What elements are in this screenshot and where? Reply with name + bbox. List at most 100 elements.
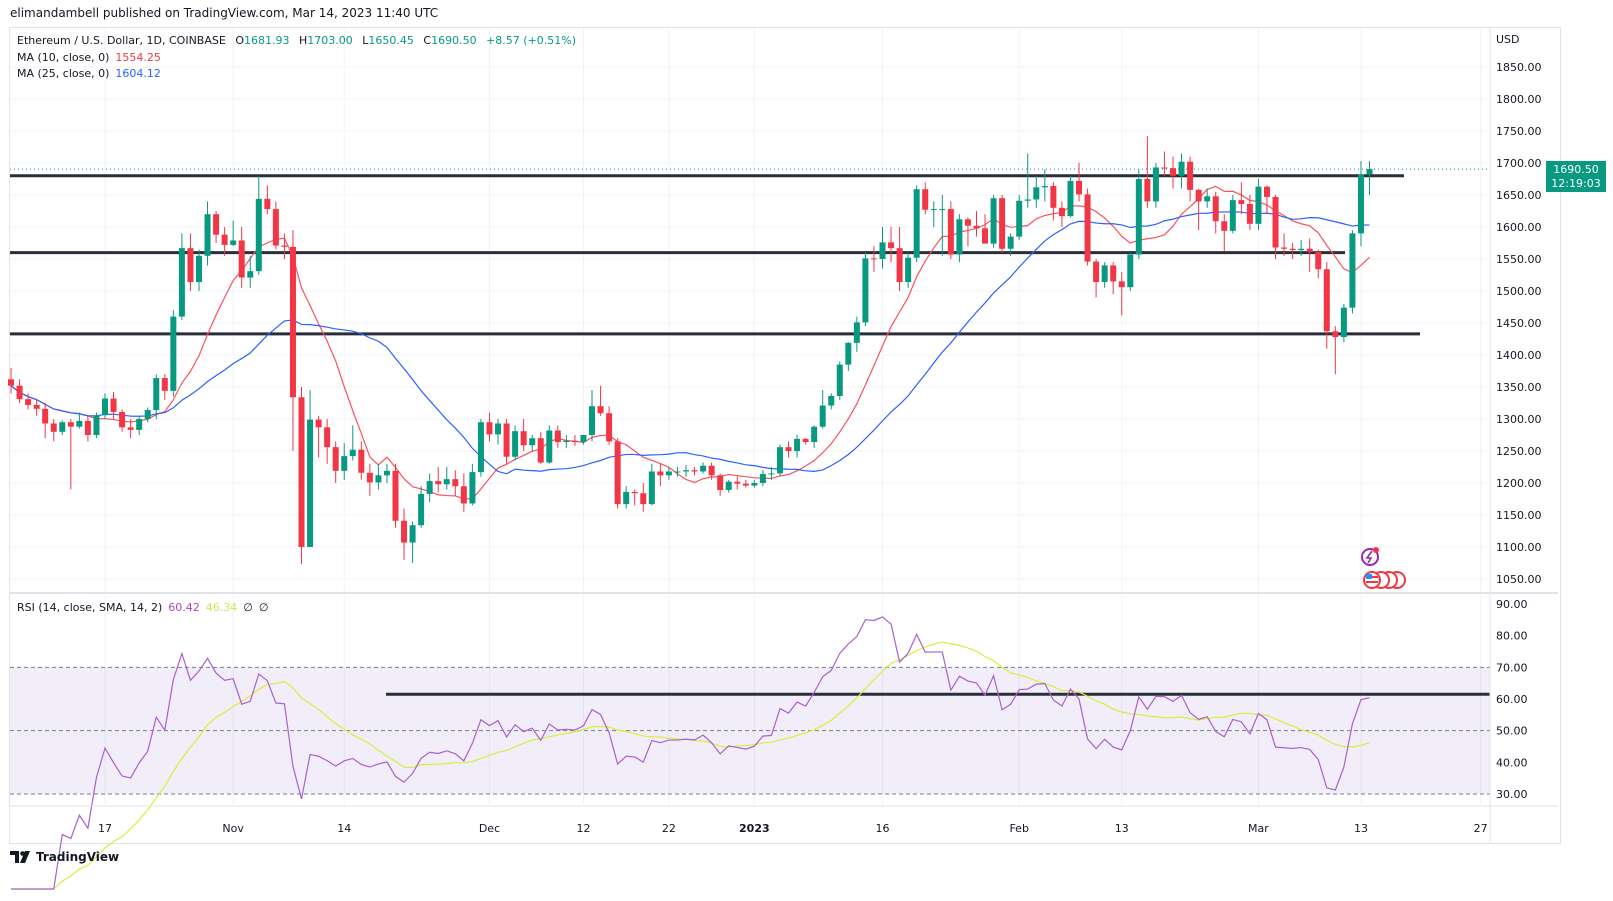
candle[interactable] [751,479,758,488]
candle[interactable] [546,425,553,464]
candle[interactable] [1332,326,1339,375]
candle[interactable] [1152,163,1159,208]
candle[interactable] [1357,161,1364,247]
candle[interactable] [1195,188,1202,231]
candle[interactable] [725,479,732,493]
candle[interactable] [862,252,869,327]
candle[interactable] [366,463,373,496]
candle[interactable] [1161,151,1168,176]
candle[interactable] [144,407,151,423]
candle[interactable] [631,489,638,506]
candle[interactable] [1221,214,1228,252]
candle[interactable] [1024,153,1031,208]
candle[interactable] [16,379,23,403]
candle[interactable] [272,201,279,250]
candle[interactable] [486,412,493,442]
candle[interactable] [84,415,91,442]
ma10-legend[interactable]: MA (10, close, 0) 1554.25 [17,51,167,64]
candle[interactable] [1289,243,1296,259]
candle[interactable] [307,390,314,547]
candle[interactable] [520,419,527,451]
ma25-legend[interactable]: MA (25, close, 0) 1604.12 [17,67,167,80]
candle[interactable] [247,255,254,288]
candle[interactable] [597,385,604,416]
candle[interactable] [682,465,689,477]
candle[interactable] [853,316,860,352]
candle[interactable] [794,435,801,458]
candle[interactable] [213,211,220,243]
candle[interactable] [375,463,382,490]
candle[interactable] [1298,239,1305,256]
candle[interactable] [930,201,937,227]
candle[interactable] [1110,262,1117,295]
candle[interactable] [879,227,886,269]
candle[interactable] [392,463,399,528]
candle[interactable] [1135,169,1142,259]
candle[interactable] [460,473,467,512]
candle[interactable] [1255,179,1262,231]
candle[interactable] [195,249,202,291]
candle[interactable] [503,419,510,464]
candle[interactable] [537,431,544,464]
candle[interactable] [110,392,117,419]
candle[interactable] [170,310,177,397]
candle[interactable] [648,463,655,506]
candle[interactable] [580,435,587,445]
candle[interactable] [828,393,835,410]
candle[interactable] [913,185,920,263]
candle[interactable] [1366,161,1373,195]
candle[interactable] [127,419,134,439]
candle[interactable] [25,393,32,410]
candle[interactable] [964,217,971,247]
candle[interactable] [939,195,946,256]
candle[interactable] [819,390,826,429]
candle[interactable] [1323,262,1330,349]
candle[interactable] [1272,195,1279,259]
candle[interactable] [452,470,459,496]
candle[interactable] [606,406,613,445]
candle[interactable] [1340,303,1347,343]
us-flag-event-icons[interactable] [1363,571,1406,589]
candle[interactable] [1144,136,1151,208]
candle[interactable] [512,425,519,461]
candle[interactable] [238,227,245,288]
candle[interactable] [153,374,160,419]
candle[interactable] [870,246,877,272]
candle[interactable] [332,441,339,483]
candle[interactable] [1238,182,1245,215]
candle[interactable] [1204,188,1211,208]
candle[interactable] [264,185,271,215]
candle[interactable] [700,462,707,474]
candle[interactable] [708,462,715,480]
candle[interactable] [495,419,502,445]
candle[interactable] [426,473,433,503]
candle[interactable] [589,390,596,442]
candle[interactable] [324,419,331,464]
candle[interactable] [1041,169,1048,202]
candle[interactable] [1178,153,1185,189]
candle[interactable] [50,419,57,442]
candle[interactable] [230,220,237,247]
candle[interactable] [8,367,15,394]
candle[interactable] [435,467,442,493]
candle[interactable] [999,195,1006,253]
candle[interactable] [119,409,126,432]
candle[interactable] [477,419,484,477]
lightning-event-icon[interactable] [1361,548,1379,566]
candle[interactable] [1101,262,1108,288]
candle[interactable] [1084,188,1091,266]
candle[interactable] [102,393,108,419]
candle[interactable] [298,387,305,565]
candle[interactable] [947,201,954,259]
candle[interactable] [443,467,450,490]
candle[interactable] [734,476,741,490]
candle[interactable] [1246,195,1253,231]
candle[interactable] [409,521,416,563]
candle[interactable] [1093,259,1100,298]
candle[interactable] [469,463,476,506]
candle[interactable] [614,438,621,509]
candle[interactable] [1306,238,1313,272]
candle[interactable] [836,361,843,400]
candle[interactable] [1007,233,1014,256]
